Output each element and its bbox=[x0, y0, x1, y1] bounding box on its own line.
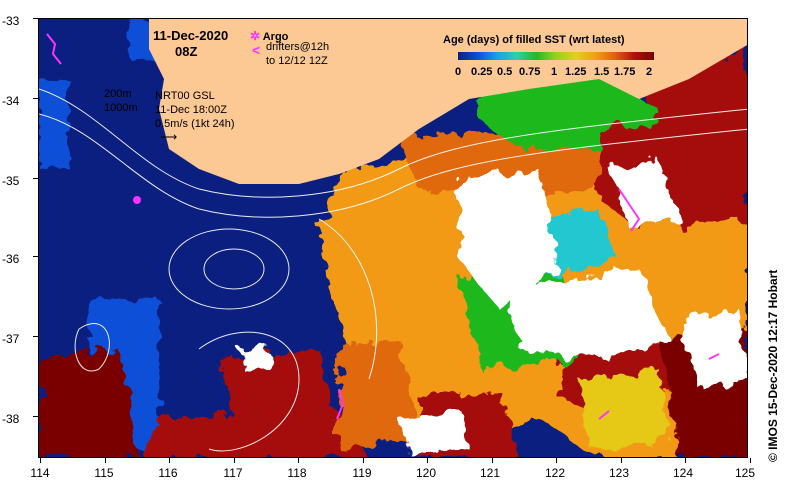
colorbar-label: 1 bbox=[551, 66, 558, 78]
lat-tick bbox=[33, 416, 38, 417]
lon-tick bbox=[427, 458, 428, 463]
colorbar-label: 0.25 bbox=[471, 66, 493, 78]
lat-tick bbox=[33, 336, 38, 337]
lon-label: 117 bbox=[223, 466, 243, 480]
colorbar-label: 0 bbox=[455, 66, 462, 78]
map-hour: 08Z bbox=[175, 44, 198, 59]
lon-tick bbox=[233, 458, 235, 463]
lon-label: 114 bbox=[30, 466, 50, 480]
model-time-label: 11-Dec 18:00Z bbox=[155, 104, 227, 116]
lat-label: -36 bbox=[2, 252, 20, 266]
drifters-label-1: drifters@12h bbox=[266, 41, 330, 53]
map-date: 11-Dec-2020 bbox=[153, 28, 229, 43]
lat-label: -33 bbox=[2, 14, 20, 28]
lon-tick bbox=[685, 458, 686, 463]
lon-tick bbox=[556, 458, 557, 463]
colorbar-label: 1.25 bbox=[565, 66, 587, 78]
sst-map-frame[interactable] bbox=[38, 18, 748, 458]
lon-label: 119 bbox=[352, 466, 372, 480]
sst-map bbox=[39, 19, 747, 457]
no-data-gaps bbox=[239, 159, 747, 454]
isobath-200-label: 200m bbox=[104, 88, 132, 100]
argo-label-text: Argo bbox=[262, 31, 289, 43]
lon-label: 122 bbox=[544, 466, 566, 480]
lon-label: 125 bbox=[734, 466, 756, 480]
lon-tick bbox=[169, 458, 170, 463]
lat-label: -35 bbox=[2, 174, 20, 188]
lat-tick bbox=[33, 18, 38, 19]
model-label: NRT00 GSL bbox=[155, 90, 215, 102]
colorbar-label: 1.75 bbox=[614, 66, 636, 78]
vector-scale-label: 0.5m/s (1kt 24h) bbox=[155, 118, 235, 130]
colorbar-label: 0.75 bbox=[519, 66, 541, 78]
credit-text: © IMOS 15-Dec-2020 12:17 Hobart bbox=[766, 269, 780, 462]
vector-scale-arrow-icon: ⟶ bbox=[160, 130, 178, 144]
lon-label: 121 bbox=[479, 466, 501, 480]
lon-label: 124 bbox=[672, 466, 694, 480]
lon-tick bbox=[749, 458, 751, 463]
lat-tick bbox=[33, 98, 38, 99]
lat-label: -34 bbox=[2, 94, 20, 108]
lat-tick bbox=[33, 256, 38, 257]
lon-label: 115 bbox=[94, 466, 114, 480]
lon-tick bbox=[298, 458, 299, 463]
lat-tick bbox=[33, 178, 38, 179]
contour-lines bbox=[39, 88, 747, 452]
lon-tick bbox=[620, 458, 622, 463]
lon-tick bbox=[491, 458, 493, 463]
land-mass bbox=[149, 19, 747, 184]
lon-label: 116 bbox=[158, 466, 178, 480]
argo-legend-label: ✲ Argo bbox=[250, 29, 288, 43]
colorbar-label: 0.5 bbox=[497, 66, 513, 78]
argo-legend-icon: ✲ bbox=[250, 29, 261, 43]
lat-label: -38 bbox=[2, 412, 20, 426]
colorbar-label: 2 bbox=[646, 66, 653, 78]
argo-float-marker bbox=[133, 196, 141, 204]
lon-label: 120 bbox=[415, 466, 437, 480]
drifters-label-2: to 12/12 12Z bbox=[266, 55, 328, 67]
drifter-tracks bbox=[46, 33, 720, 420]
lat-label: -37 bbox=[2, 332, 20, 346]
colorbar-title: Age (days) of filled SST (wrt latest) bbox=[443, 34, 625, 46]
lon-label: 123 bbox=[608, 466, 630, 480]
lon-tick bbox=[362, 458, 364, 463]
colorbar bbox=[458, 52, 654, 60]
lon-label: 118 bbox=[287, 466, 307, 480]
drifter-legend-icon: < bbox=[252, 42, 261, 58]
isobath-1000-label: 1000m bbox=[104, 102, 138, 114]
lon-tick bbox=[40, 458, 41, 463]
lon-tick bbox=[104, 458, 106, 463]
colorbar-label: 1.5 bbox=[594, 66, 610, 78]
